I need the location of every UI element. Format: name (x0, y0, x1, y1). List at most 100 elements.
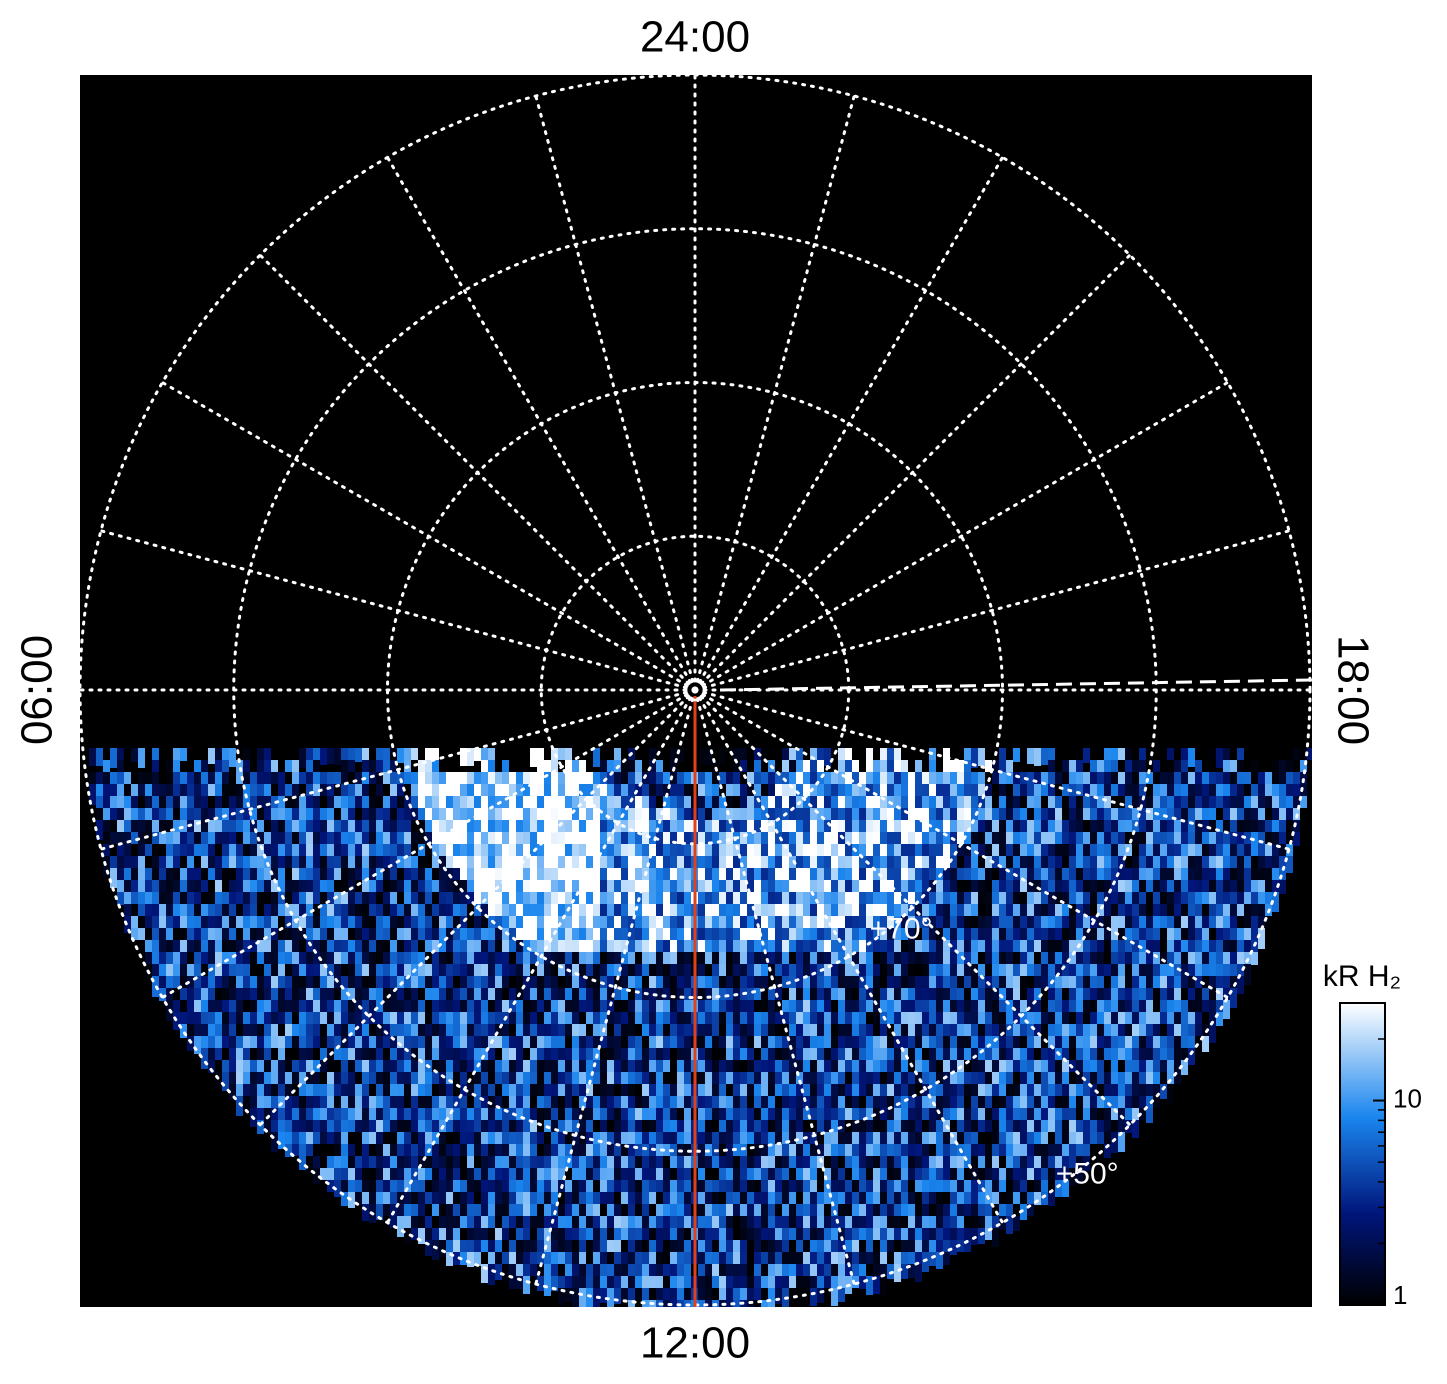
emission-cell (145, 796, 152, 810)
emission-cell (1209, 1024, 1216, 1043)
emission-cell (1160, 796, 1167, 810)
emission-cell (873, 760, 880, 773)
emission-cell (810, 832, 817, 852)
emission-cell (467, 748, 474, 766)
emission-cell (922, 1012, 929, 1025)
emission-cell (838, 1072, 845, 1085)
emission-cell (593, 832, 600, 850)
emission-cell (1209, 772, 1216, 792)
emission-cell (215, 952, 222, 973)
emission-cell (859, 1048, 866, 1067)
emission-cell (1167, 1036, 1174, 1048)
emission-cell (362, 1120, 369, 1140)
emission-cell (929, 1108, 936, 1123)
emission-cell (978, 964, 985, 977)
emission-cell (817, 820, 824, 839)
emission-cell (971, 892, 978, 912)
emission-cell (509, 1108, 516, 1127)
emission-cell (593, 1084, 600, 1096)
emission-cell (740, 964, 747, 983)
emission-cell (131, 820, 138, 835)
emission-cell (355, 772, 362, 793)
emission-cell (1062, 1036, 1069, 1053)
emission-cell (376, 964, 383, 980)
emission-cell (831, 856, 838, 877)
emission-cell (488, 820, 495, 839)
emission-cell (600, 832, 607, 851)
emission-cell (775, 952, 782, 965)
emission-cell (726, 1120, 733, 1137)
emission-cell (432, 916, 439, 933)
emission-cell (761, 952, 768, 965)
emission-cell (1076, 880, 1083, 892)
emission-cell (775, 988, 782, 1007)
emission-cell (1181, 1012, 1188, 1032)
emission-cell (684, 1108, 691, 1126)
emission-cell (1181, 856, 1188, 874)
emission-cell (551, 904, 558, 917)
emission-cell (852, 820, 859, 836)
emission-cell (712, 1072, 719, 1086)
emission-cell (194, 988, 201, 1007)
emission-cell (1202, 892, 1209, 910)
emission-cell (1160, 1060, 1167, 1077)
emission-cell (502, 916, 509, 930)
emission-cell (915, 892, 922, 907)
emission-cell (327, 1036, 334, 1051)
emission-cell (796, 844, 803, 856)
emission-cell (621, 952, 628, 971)
emission-cell (1132, 1024, 1139, 1036)
emission-cell (1146, 904, 1153, 918)
emission-cell (544, 820, 551, 838)
emission-cell (1083, 988, 1090, 1005)
emission-cell (656, 904, 663, 924)
emission-cell (404, 1024, 411, 1040)
emission-cell (1188, 844, 1195, 859)
emission-cell (327, 1108, 334, 1128)
emission-cell (1258, 904, 1265, 917)
emission-cell (551, 988, 558, 1007)
emission-cell (201, 892, 208, 912)
emission-cell (523, 796, 530, 814)
emission-cell (936, 1132, 943, 1144)
emission-cell (936, 856, 943, 868)
emission-cell (915, 868, 922, 885)
emission-cell (726, 880, 733, 893)
emission-cell (390, 928, 397, 944)
emission-cell (922, 976, 929, 992)
emission-cell (957, 976, 964, 997)
emission-cell (96, 772, 103, 792)
emission-cell (320, 832, 327, 853)
emission-cell (621, 856, 628, 871)
emission-cell (887, 928, 894, 942)
emission-cell (481, 832, 488, 848)
emission-cell (467, 1000, 474, 1021)
emission-cell (509, 1000, 516, 1014)
emission-cell (978, 988, 985, 1001)
emission-cell (397, 1132, 404, 1144)
emission-cell (523, 844, 530, 861)
emission-cell (915, 820, 922, 833)
emission-cell (523, 1024, 530, 1039)
emission-cell (1076, 964, 1083, 978)
emission-cell (362, 772, 369, 793)
emission-cell (831, 1060, 838, 1072)
emission-cell (299, 1000, 306, 1012)
emission-cell (488, 784, 495, 797)
emission-cell (670, 772, 677, 787)
emission-cell (572, 868, 579, 884)
emission-cell (257, 892, 264, 908)
emission-cell (1020, 1072, 1027, 1085)
emission-cell (712, 1000, 719, 1015)
emission-cell (271, 904, 278, 921)
emission-cell (278, 964, 285, 982)
emission-cell (1132, 796, 1139, 813)
emission-cell (1055, 808, 1062, 825)
emission-cell (768, 1072, 775, 1091)
emission-cell (1265, 796, 1272, 811)
emission-cell (1041, 1000, 1048, 1019)
emission-cell (726, 1084, 733, 1105)
emission-cell (257, 1096, 264, 1112)
emission-cell (866, 1120, 873, 1139)
emission-cell (726, 976, 733, 994)
